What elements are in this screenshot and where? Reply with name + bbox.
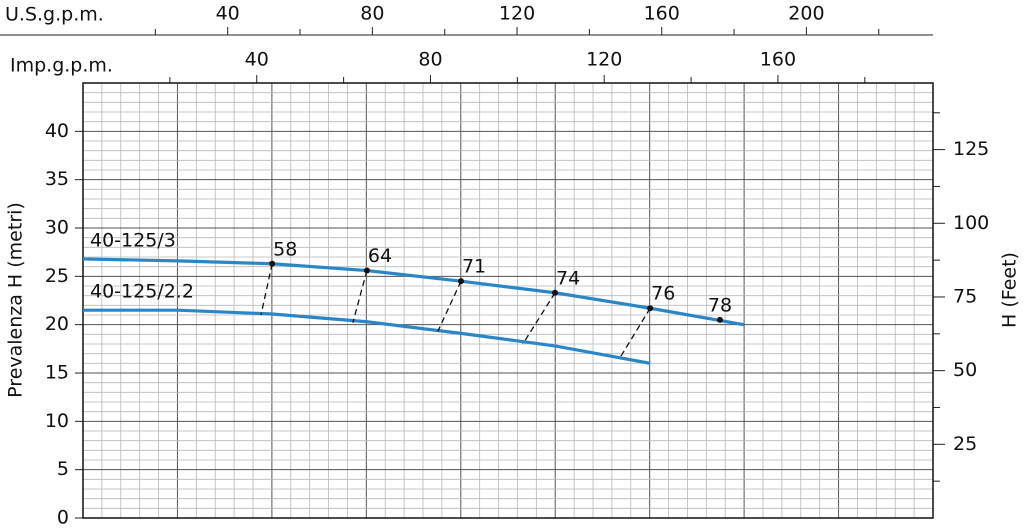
efficiency-label: 58 xyxy=(273,238,297,260)
x2-tick-label: 120 xyxy=(586,49,622,71)
y-tick-label: 30 xyxy=(45,217,69,239)
efficiency-point xyxy=(716,316,723,323)
efficiency-point xyxy=(269,260,276,267)
curve xyxy=(82,257,745,327)
x2-tick-label: 40 xyxy=(245,49,269,71)
efficiency-point xyxy=(647,305,654,312)
y-tick-label: 5 xyxy=(57,458,69,480)
x-tick-label: 80 xyxy=(360,3,384,25)
y-tick-label: 15 xyxy=(45,362,69,384)
x2-tick-label: 80 xyxy=(418,49,442,71)
y2-tick-label: 75 xyxy=(953,285,977,307)
efficiency-point xyxy=(552,289,559,296)
x-tick-label: 160 xyxy=(644,3,680,25)
efficiency-line xyxy=(619,307,651,358)
y-tick-label: 10 xyxy=(45,410,69,432)
x-tick-label: 40 xyxy=(216,3,240,25)
efficiency-line xyxy=(522,292,556,345)
plot-frame xyxy=(82,82,934,519)
efficiency-point xyxy=(363,267,370,274)
x-tick-label: 120 xyxy=(499,3,535,25)
y-tick-label: 20 xyxy=(45,313,69,335)
y-tick-label: 0 xyxy=(57,507,69,529)
y-axis-label: Prevalenza H (metri) xyxy=(5,202,27,398)
y2-tick-label: 50 xyxy=(953,359,977,381)
efficiency-label: 78 xyxy=(708,294,732,316)
legend-label: 40-125/2.2 xyxy=(90,281,194,303)
efficiency-line xyxy=(352,270,368,323)
x2-tick-label: 160 xyxy=(760,49,796,71)
x-tick-label: 200 xyxy=(788,3,824,25)
efficiency-label: 74 xyxy=(556,267,580,289)
y2-axis-label: H (Feet) xyxy=(999,252,1021,328)
efficiency-label: 76 xyxy=(651,283,675,305)
efficiency-label: 64 xyxy=(368,245,392,267)
efficiency-line xyxy=(260,263,273,316)
x-axis-label: U.S.g.p.m. xyxy=(5,4,104,26)
y-tick-label: 25 xyxy=(45,265,69,287)
y-tick-label: 40 xyxy=(45,120,69,142)
legend-label: 40-125/3 xyxy=(90,229,176,251)
efficiency-line xyxy=(437,280,462,332)
grid xyxy=(83,83,933,518)
curve xyxy=(83,308,651,365)
x2-axis-label: Imp.g.p.m. xyxy=(10,55,113,77)
efficiency-point xyxy=(457,278,464,285)
y2-tick-label: 125 xyxy=(953,138,989,160)
efficiency-label: 71 xyxy=(462,256,486,278)
y2-tick-label: 100 xyxy=(953,212,989,234)
y-tick-label: 35 xyxy=(45,168,69,190)
y2-tick-label: 25 xyxy=(953,433,977,455)
